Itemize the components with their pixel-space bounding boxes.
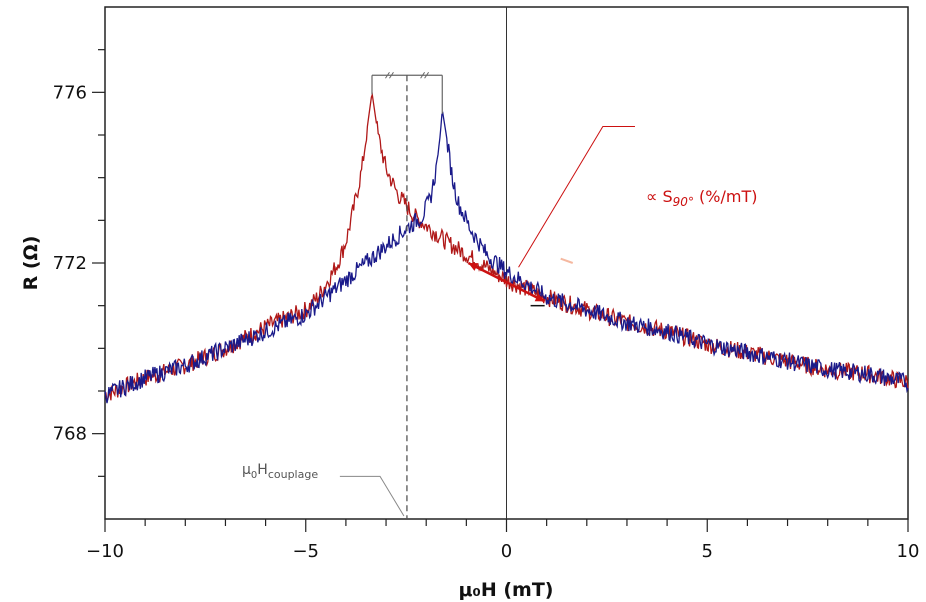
y-tick-label: 768 xyxy=(53,424,87,445)
x-axis-title: μ₀H (mT) xyxy=(459,579,554,601)
equal-distance-mark xyxy=(424,71,430,79)
annotation-layer xyxy=(339,71,635,519)
x-tick-label: 0 xyxy=(501,541,512,562)
faint-mark xyxy=(560,257,574,264)
series-layer xyxy=(104,92,909,404)
slope-arrow-shaft xyxy=(467,261,546,303)
coupling-label-mu: μ xyxy=(242,462,251,478)
y-tick-label: 772 xyxy=(53,253,87,274)
y-axis-ticks: 768 772 776 xyxy=(53,49,105,477)
x-axis-ticks: −10 −5 0 5 10 xyxy=(86,519,919,562)
coupling-leader-line xyxy=(339,475,405,517)
x-tick-label: 10 xyxy=(897,541,920,562)
slope-label-main: ∝ S xyxy=(646,187,673,206)
slope-arrow-head xyxy=(468,263,479,271)
x-tick-label: −10 xyxy=(86,541,124,562)
slope-annotation-label: ∝ S90° (%/mT) xyxy=(646,187,757,209)
coupling-label-sub: couplage xyxy=(268,468,319,481)
y-tick-label: 776 xyxy=(53,82,87,103)
coupling-label-sub0: 0 xyxy=(251,470,257,481)
x-tick-label: −5 xyxy=(292,541,319,562)
coupling-field-label: μ0Hcouplage xyxy=(242,462,318,481)
equal-distance-mark xyxy=(389,71,394,79)
slope-arrow-head xyxy=(534,293,545,302)
x-tick-label: 5 xyxy=(702,541,713,562)
equal-distance-mark xyxy=(420,71,426,79)
equal-distance-mark xyxy=(385,71,390,79)
slope-label-sub: 90° xyxy=(673,195,694,209)
data-series-2 xyxy=(104,111,909,404)
coupling-label-h: H xyxy=(257,462,268,478)
y-axis-title: R (Ω) xyxy=(20,236,42,291)
slope-leader-line xyxy=(518,125,635,268)
slope-label-unit: (%/mT) xyxy=(694,187,758,206)
